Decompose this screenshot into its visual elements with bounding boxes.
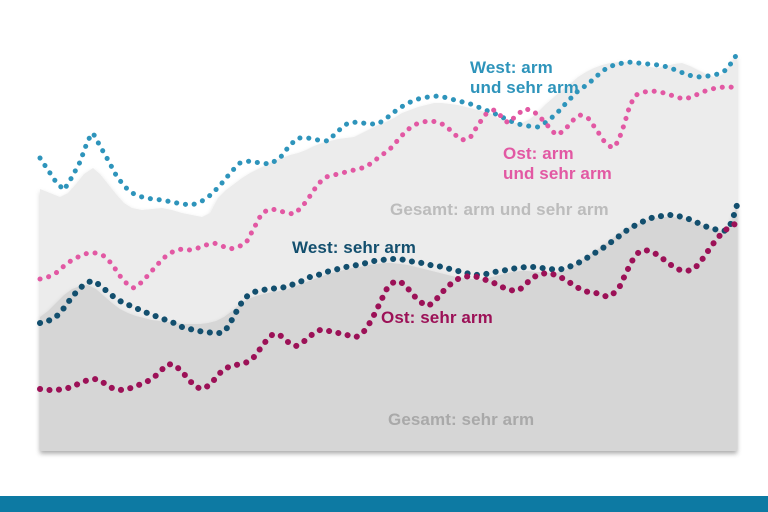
footer-accent-bar: [0, 496, 768, 512]
dotted-line-west-sehr-arm: [37, 202, 740, 336]
series-label-ost-sehr-arm: Ost: sehr arm: [381, 308, 493, 327]
series-label-gesamt-sehr-arm: Gesamt: sehr arm: [388, 410, 535, 429]
area-gesamt-sehr-arm: [40, 204, 737, 451]
series-label-west-sehr-arm: West: sehr arm: [292, 238, 416, 257]
series-label-west-arm-und-sehr-arm: West: arm und sehr arm: [470, 58, 579, 97]
dotted-line-west-arm-und-sehr-arm: [37, 51, 740, 208]
series-label-ost-arm-und-sehr-arm: Ost: arm und sehr arm: [503, 144, 612, 183]
series-label-gesamt-arm-und-sehr-arm: Gesamt: arm und sehr arm: [390, 200, 609, 219]
dotted-line-ost-sehr-arm: [37, 220, 740, 393]
